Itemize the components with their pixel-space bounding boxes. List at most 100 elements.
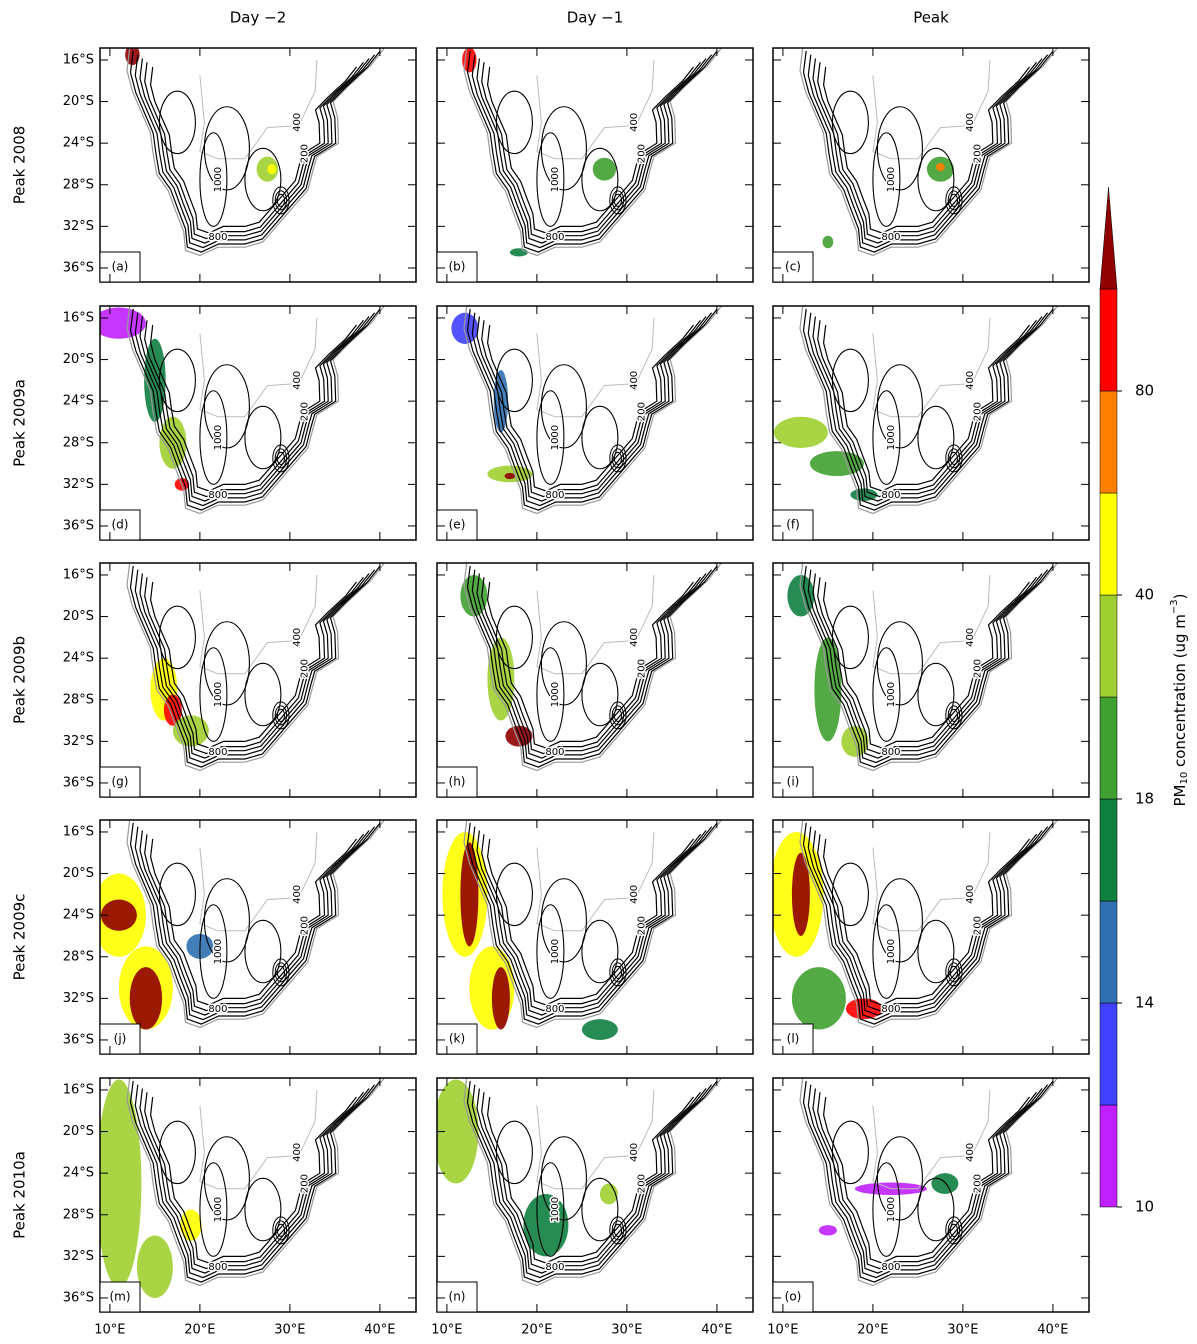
contour <box>536 904 565 999</box>
panel-label: (c) <box>785 260 801 274</box>
madagascar-contour <box>761 313 780 427</box>
dust-area <box>180 1209 202 1241</box>
dust-area <box>581 1019 618 1040</box>
contour <box>471 312 713 507</box>
contour-label: 800 <box>208 1262 227 1273</box>
madagascar-contour <box>426 313 443 427</box>
contour <box>609 186 627 215</box>
contour-label: 400 <box>629 885 640 904</box>
panel-label: (i) <box>787 775 800 789</box>
contour <box>129 308 381 511</box>
panel-label-box <box>436 1023 478 1055</box>
contour <box>274 190 288 211</box>
contour-label: 200 <box>299 916 310 935</box>
contour <box>481 833 701 1012</box>
contour-label: 200 <box>972 1174 983 1193</box>
map-panel: 1000 800 400 200 <box>100 820 385 1030</box>
contour-label: 1000 <box>213 167 224 192</box>
contour-label: 1000 <box>886 1197 897 1222</box>
contour-label: 800 <box>545 232 564 243</box>
colorbar-segment <box>1099 594 1118 698</box>
contour <box>471 826 713 1021</box>
contour <box>158 605 196 670</box>
contour <box>947 190 961 211</box>
map-panel: 1000 800 400 200 <box>437 1078 780 1287</box>
lon-tick-label: 20°E <box>184 1323 215 1338</box>
dust-area <box>267 163 277 175</box>
dust-area <box>845 998 882 1020</box>
coastline <box>463 48 722 257</box>
contour <box>945 701 963 730</box>
lat-tick-label: 24°S <box>63 1166 94 1181</box>
contour <box>822 1096 1030 1264</box>
contour-label: 200 <box>299 659 310 678</box>
column-title: Day −1 <box>567 9 624 27</box>
panel-label: (j) <box>114 1032 127 1046</box>
dust-area <box>491 967 510 1030</box>
coastline <box>799 48 1058 257</box>
panel-frame <box>772 562 1090 798</box>
contour <box>613 1223 623 1237</box>
contour <box>536 647 565 742</box>
panel-label-box <box>436 1281 478 1313</box>
map-panel: 1000 800 400 200 <box>799 1078 1058 1287</box>
panel-label: (n) <box>449 1290 466 1304</box>
panel-label-box <box>772 1023 814 1055</box>
contour <box>134 54 376 249</box>
madagascar-contour <box>763 55 780 169</box>
madagascar-contour <box>429 313 443 427</box>
map-panel: 1000 800 400 200 <box>460 563 722 772</box>
lat-tick-label: 20°S <box>63 866 94 881</box>
panel-frame <box>436 819 754 1055</box>
contour <box>476 1088 707 1274</box>
madagascar-contour <box>424 55 443 169</box>
map-panel: 1000 800 400 200 <box>451 306 780 515</box>
panel-label-box <box>436 766 478 798</box>
panel-label-box <box>772 1281 814 1313</box>
contour <box>134 312 376 507</box>
contour <box>272 701 290 730</box>
lat-tick-label: 20°S <box>63 94 94 109</box>
map-panel: 1000 800 400 200 <box>126 563 385 772</box>
contour-label: 800 <box>208 1004 227 1015</box>
lat-tick-label: 36°S <box>63 1032 94 1047</box>
colorbar-segment <box>1099 390 1118 494</box>
dust-area <box>159 416 187 469</box>
border <box>872 59 991 160</box>
colorbar-tick-label: 18 <box>1135 790 1154 808</box>
dust-area <box>100 307 146 339</box>
dust-area <box>460 842 479 947</box>
contour-label: 1000 <box>550 939 561 964</box>
contour-label: 1000 <box>213 939 224 964</box>
contour-label: 800 <box>545 1262 564 1273</box>
contour <box>581 405 619 470</box>
border <box>199 1089 318 1190</box>
dust-area <box>509 248 528 257</box>
contour <box>812 58 1043 244</box>
contour <box>613 193 623 207</box>
contour <box>872 132 901 227</box>
contour <box>276 193 286 207</box>
madagascar-contour <box>428 55 443 169</box>
border <box>536 574 655 675</box>
contour <box>581 662 619 727</box>
map-panel: 1000 800 400 200 <box>799 48 1058 257</box>
lat-tick-label: 24°S <box>63 136 94 151</box>
coastline <box>126 563 385 772</box>
border <box>199 59 318 160</box>
lat-tick-label: 28°S <box>63 692 94 707</box>
lon-tick-label: 20°E <box>857 1323 888 1338</box>
panel-label: (k) <box>449 1032 465 1046</box>
madagascar-contour <box>428 313 443 427</box>
column-title: Peak <box>913 9 949 27</box>
contour <box>272 186 290 215</box>
contour-label: 400 <box>292 1143 303 1162</box>
contour <box>949 1223 959 1237</box>
lon-tick-label: 40°E <box>701 1323 732 1338</box>
panel-frame <box>772 819 1090 1055</box>
contour-label: 800 <box>881 1004 900 1015</box>
contour-label: 1000 <box>886 682 897 707</box>
border <box>536 831 655 932</box>
madagascar-contour <box>763 1085 780 1199</box>
panel-frame <box>772 47 1090 283</box>
